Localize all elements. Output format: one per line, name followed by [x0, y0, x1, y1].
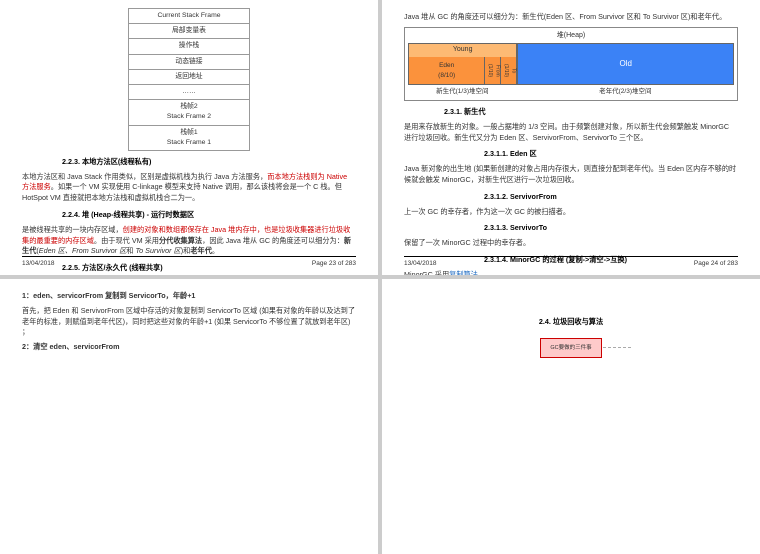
young-gen-region: Young Eden (8/10) From (1/10) To (1/10)	[408, 43, 517, 85]
old-gen-label: 老年代(2/3)堆空间	[517, 87, 734, 97]
stack-cell: 栈帧2 Stack Frame 2	[129, 100, 249, 125]
old-gen-region: Old	[517, 43, 734, 85]
step-1-heading: 1：eden、servicorFrom 复制到 ServicorTo，年龄+1	[22, 291, 356, 302]
section-2-3-1-2-heading: 2.3.1.2. ServivorFrom	[484, 192, 738, 203]
footer-page: Page 23 of 283	[312, 259, 356, 269]
stack-cell: 操作栈	[129, 39, 249, 54]
section-2-2-3-text: 本地方法区和 Java Stack 作用类似，区别是虚拟机栈为执行 Java 方…	[22, 172, 356, 204]
stack-cell: 返回地址	[129, 70, 249, 85]
from-region: From (1/10)	[485, 57, 501, 85]
section-2-3-1-3-heading: 2.3.1.3. ServivorTo	[484, 223, 738, 234]
stack-cell: 局部变量表	[129, 24, 249, 39]
highlight-red: 而本地方法栈则为 Native 方法服务	[22, 172, 347, 192]
section-2-3-1-3-text: 保留了一次 MinorGC 过程中的幸存者。	[404, 238, 738, 249]
section-2-3-1-1-text: Java 新对象的出生地 (如果新创建的对象占用内存很大，则直接分配到老年代)。…	[404, 164, 738, 186]
page-footer: 13/04/2018 Page 23 of 283	[22, 256, 356, 269]
stack-cell: 栈帧1 Stack Frame 1	[129, 126, 249, 150]
to-region: To (1/10)	[501, 57, 516, 85]
step-1-text: 首先，把 Eden 和 ServivorFrom 区域中存活的对象复制到 Ser…	[22, 306, 356, 338]
heap-title: 堆(Heap)	[408, 31, 734, 42]
section-2-3-1-heading: 2.3.1. 新生代	[444, 107, 738, 118]
flowchart-box: GC要做的三件事	[540, 338, 602, 358]
section-2-4-heading: 2.4. 垃圾回收与算法	[404, 317, 738, 328]
footer-date: 13/04/2018	[22, 259, 55, 269]
heap-diagram: 堆(Heap) Young Eden (8/10) From (1/10) To…	[404, 27, 738, 101]
eden-region: Eden (8/10)	[409, 57, 485, 85]
stack-frame-diagram: Current Stack Frame 局部变量表 操作栈 动态链接 返回地址 …	[128, 8, 250, 151]
page-23: Current Stack Frame 局部变量表 操作栈 动态链接 返回地址 …	[0, 0, 378, 275]
page-25: 1：eden、servicorFrom 复制到 ServicorTo，年龄+1 …	[0, 279, 378, 554]
section-2-3-1-text: 是用来存放新生的对象。一般占据堆的 1/3 空间。由于频繁创建对象，所以新生代会…	[404, 122, 738, 144]
stack-cell: 动态链接	[129, 55, 249, 70]
section-2-2-3-heading: 2.2.3. 本地方法区(线程私有)	[62, 157, 356, 168]
step-2-heading: 2：清空 eden、servicorFrom	[22, 342, 356, 353]
section-2-3-1-1-heading: 2.3.1.1. Eden 区	[484, 149, 738, 160]
section-2-2-4-text: 是被线程共享的一块内存区域，创建的对象和数组都保存在 Java 堆内存中，也是垃…	[22, 225, 356, 257]
footer-date: 13/04/2018	[404, 259, 437, 269]
page-24: Java 堆从 GC 的角度还可以细分为：新生代(Eden 区、From Sur…	[382, 0, 760, 275]
young-label: Young	[409, 44, 516, 57]
footer-page: Page 24 of 283	[694, 259, 738, 269]
page-footer: 13/04/2018 Page 24 of 283	[404, 256, 738, 269]
young-gen-label: 新生代(1/3)堆空间	[408, 87, 517, 97]
stack-cell: ……	[129, 85, 249, 100]
intro-text: Java 堆从 GC 的角度还可以细分为：新生代(Eden 区、From Sur…	[404, 12, 738, 23]
page-26: 2.4. 垃圾回收与算法 GC要做的三件事	[382, 279, 760, 554]
section-2-3-1-4-text: MinorGC 采用复制算法。	[404, 270, 738, 275]
stack-cell: Current Stack Frame	[129, 9, 249, 24]
section-2-3-1-2-text: 上一次 GC 的幸存者，作为这一次 GC 的被扫描者。	[404, 207, 738, 218]
section-2-2-4-heading: 2.2.4. 堆 (Heap-线程共享) - 运行时数据区	[62, 210, 356, 221]
